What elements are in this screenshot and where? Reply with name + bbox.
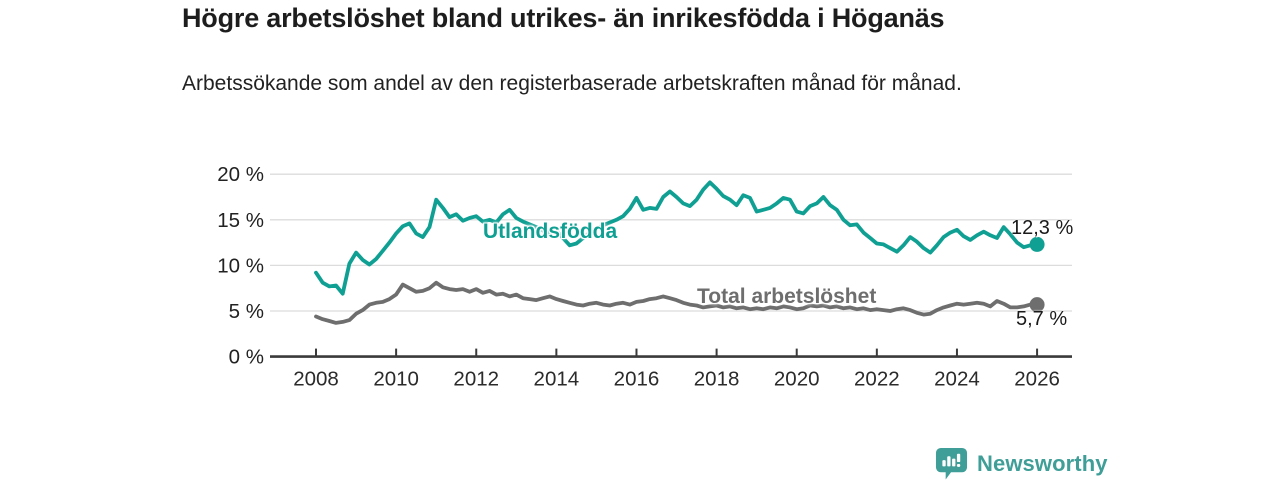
x-tick-label: 2008	[293, 368, 339, 391]
series-end-dot	[1029, 297, 1045, 313]
x-tick-label: 2022	[854, 368, 900, 391]
chart-title: Högre arbetslöshet bland utrikes- än inr…	[182, 3, 945, 33]
x-tick-label: 2024	[934, 368, 980, 391]
x-tick-label: 2016	[614, 368, 660, 391]
x-tick-label: 2012	[453, 368, 499, 391]
x-tick-label: 2014	[534, 368, 580, 391]
chart-subtitle: Arbetssökande som andel av den registerb…	[182, 72, 962, 95]
x-tick-label: 2018	[694, 368, 740, 391]
series-line	[314, 180, 1039, 296]
series-end-dot	[1029, 236, 1045, 252]
newsworthy-brand: Newsworthy	[935, 447, 1108, 480]
series-label-total-arbetsloshet: Total arbetslöshet	[697, 285, 877, 308]
y-tick-label: 0 %	[229, 346, 264, 369]
series-line	[314, 280, 1039, 325]
x-tick-label: 2020	[774, 368, 820, 391]
brand-name: Newsworthy	[977, 450, 1108, 476]
end-value-utlandsfodda: 12,3 %	[1011, 217, 1074, 239]
end-value-total: 5,7 %	[1016, 308, 1068, 330]
series-label-utlandsfodda: Utlandsfödda	[483, 220, 618, 243]
y-tick-label: 10 %	[217, 254, 264, 277]
x-tick-label: 2026	[1014, 368, 1060, 391]
y-tick-label: 15 %	[217, 209, 264, 232]
y-tick-label: 5 %	[229, 300, 264, 323]
bar-chart-speech-bubble-icon	[935, 447, 968, 480]
y-tick-label: 20 %	[217, 163, 264, 186]
x-tick-label: 2010	[373, 368, 419, 391]
